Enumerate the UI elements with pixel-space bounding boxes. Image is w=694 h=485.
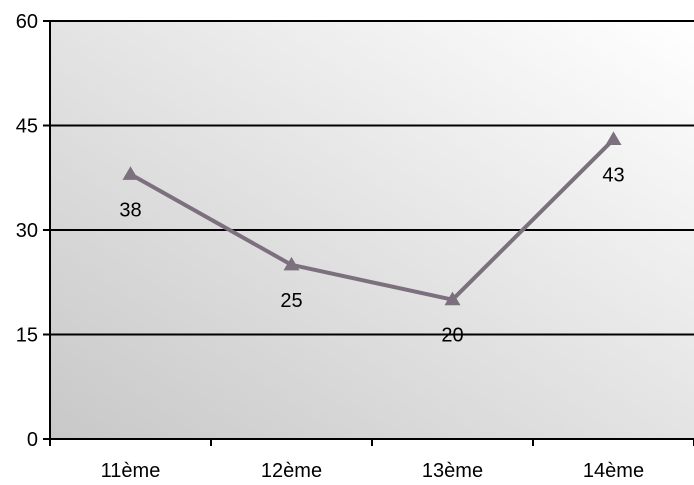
data-label: 25 bbox=[280, 290, 302, 312]
x-tick-label: 12ème bbox=[261, 460, 322, 482]
y-tick-label: 45 bbox=[16, 116, 38, 138]
y-tick-label: 15 bbox=[16, 325, 38, 347]
gridlines bbox=[50, 20, 694, 336]
data-point-marker bbox=[444, 291, 461, 306]
y-tick-label: 0 bbox=[27, 429, 38, 451]
y-tick-label: 30 bbox=[16, 220, 38, 242]
data-label: 43 bbox=[602, 164, 624, 186]
y-tick-labels: 0 15 30 45 60 bbox=[16, 11, 38, 451]
data-label: 38 bbox=[119, 199, 141, 221]
data-labels: 38 25 20 43 bbox=[119, 164, 624, 346]
x-tick-label: 11ème bbox=[101, 460, 161, 482]
data-point-marker bbox=[605, 131, 622, 146]
x-tick-label: 14ème bbox=[583, 460, 644, 482]
axes bbox=[43, 20, 694, 446]
data-point-marker bbox=[283, 256, 300, 271]
x-tick-label: 13ème bbox=[422, 460, 483, 482]
data-point-marker bbox=[122, 166, 139, 180]
x-tick-labels: 11ème 12ème 13ème 14ème bbox=[101, 460, 644, 482]
y-tick-label: 60 bbox=[16, 11, 38, 33]
series bbox=[122, 131, 622, 306]
series-line bbox=[129, 138, 615, 302]
data-label: 20 bbox=[441, 325, 463, 347]
